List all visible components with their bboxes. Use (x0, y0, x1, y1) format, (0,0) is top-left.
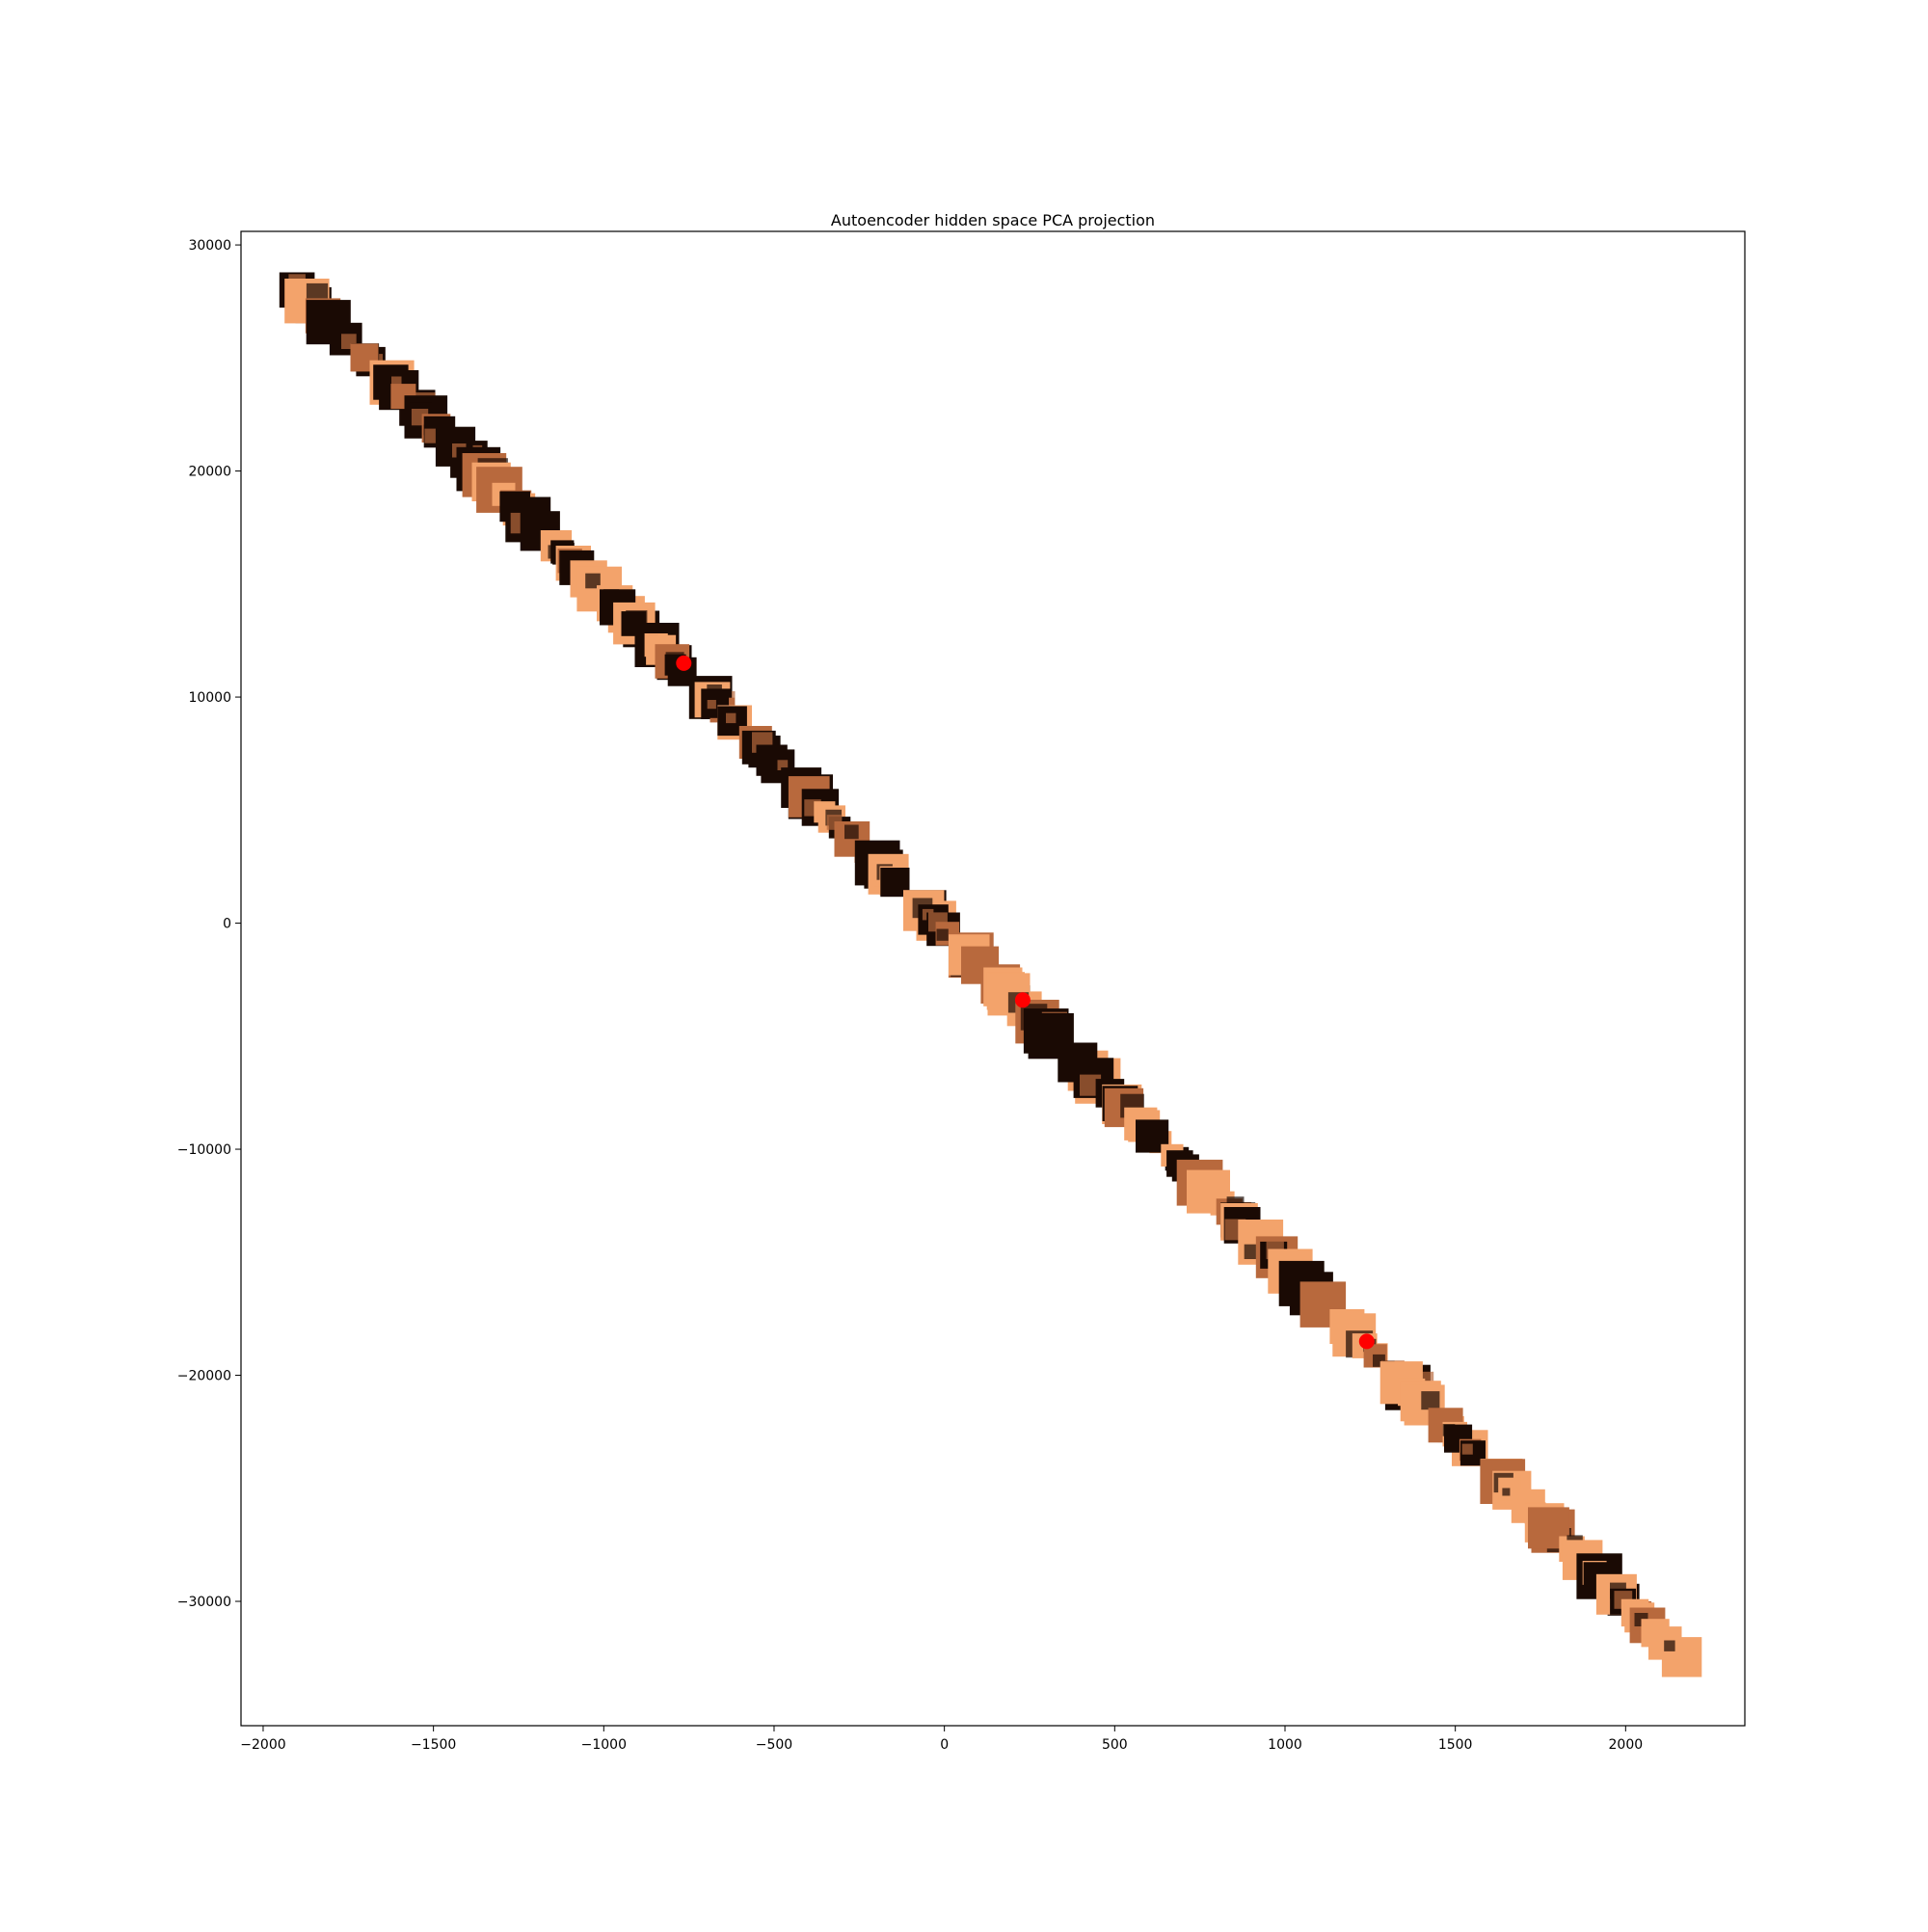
x-axis: −2000 −1500 −1000 −500 0 500 1000 1500 2000 (240, 1726, 1643, 1753)
x-tick-label: −500 (756, 1737, 792, 1753)
image-tile-detail (1664, 1640, 1675, 1651)
chart-title: Autoencoder hidden space PCA projection (831, 211, 1155, 229)
image-tile-detail (707, 700, 716, 710)
x-tick-label: 1000 (1268, 1737, 1302, 1753)
image-tiles (279, 272, 1702, 1677)
y-tick-label: 10000 (188, 690, 231, 706)
image-tile-detail (777, 760, 789, 770)
image-tile-detail (1080, 1074, 1102, 1096)
x-tick-label: 1500 (1438, 1737, 1473, 1753)
highlighted-points (676, 655, 1375, 1350)
image-tile-detail (391, 376, 402, 387)
highlighted-point (1358, 1333, 1375, 1350)
highlighted-point (676, 655, 692, 671)
highlighted-point (1014, 992, 1031, 1008)
image-tile-detail (1502, 1488, 1511, 1496)
y-tick-label: −10000 (177, 1142, 231, 1158)
plot-area (240, 230, 1746, 1727)
axes-frame (240, 230, 1746, 1727)
image-tile-detail (1244, 1244, 1259, 1259)
y-tick-label: 0 (223, 917, 231, 932)
y-tick-label: −30000 (177, 1595, 231, 1610)
x-tick-label: 0 (940, 1737, 949, 1753)
image-tile-detail (1421, 1391, 1440, 1410)
image-tile-detail (844, 824, 859, 840)
y-tick-label: 30000 (188, 238, 231, 254)
image-tile-detail (936, 928, 949, 941)
x-tick-label: −1500 (411, 1737, 456, 1753)
x-tick-label: 2000 (1609, 1737, 1644, 1753)
x-tick-label: −1000 (581, 1737, 627, 1753)
image-tile-detail (1461, 1443, 1473, 1455)
x-tick-label: −2000 (240, 1737, 285, 1753)
y-tick-label: −20000 (177, 1369, 231, 1384)
y-tick-label: 20000 (188, 465, 231, 480)
image-tile-detail (726, 712, 736, 724)
image-tile-detail (585, 573, 601, 589)
image-tile-detail (424, 428, 440, 443)
x-tick-label: 500 (1102, 1737, 1128, 1753)
y-axis: −30000 −20000 −10000 0 10000 20000 30000 (177, 238, 241, 1610)
